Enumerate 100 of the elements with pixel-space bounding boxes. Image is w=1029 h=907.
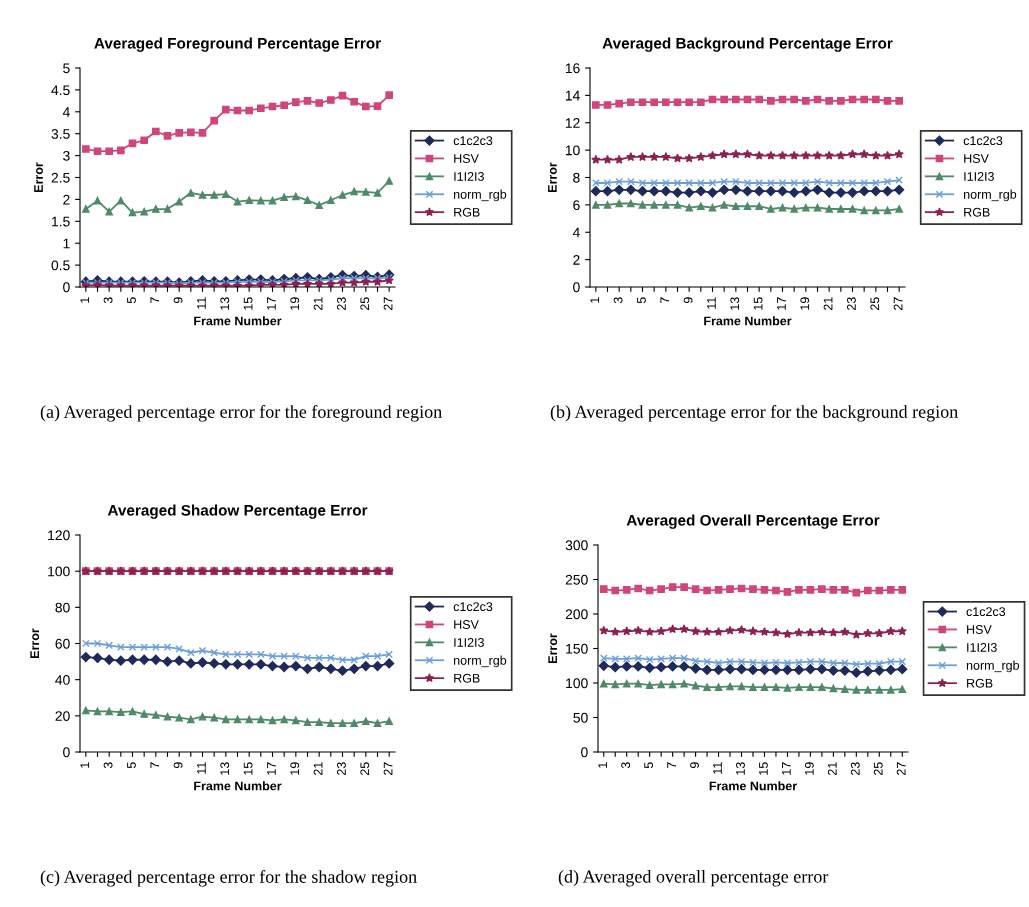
text: (c) Averaged percentage error for the shadow region	[40, 870, 417, 887]
x-tick-label: 27	[383, 762, 393, 775]
y-tick-label: 2.5	[51, 172, 70, 183]
y-tick-label: 4	[62, 107, 70, 117]
x-tick-label: 21	[827, 762, 837, 775]
y-tick-label: 120	[48, 530, 70, 541]
x-tick-label: 5	[644, 762, 654, 769]
y-tick-label: 2	[573, 254, 580, 265]
x-tick-label: 13	[220, 297, 230, 310]
x-tick-label: 19	[804, 762, 814, 775]
y-tick-label: 40	[55, 675, 70, 685]
y-tick-label: 1	[63, 238, 70, 249]
x-tick-label: 7	[150, 762, 160, 769]
x-tick-label: 1	[80, 297, 90, 303]
y-tick-label: 100	[48, 566, 70, 577]
x-tick-label: 15	[759, 762, 768, 775]
y-tick-label: 10	[565, 145, 580, 156]
legend-label: c1c2c3	[453, 602, 493, 612]
x-axis-title: Frame Number	[704, 316, 792, 326]
y-tick-label: 0	[63, 747, 70, 758]
x-tick-label: 5	[637, 297, 646, 304]
y-tick-label: 200	[565, 609, 588, 620]
x-tick-label: 17	[267, 762, 276, 775]
x-tick-label: 21	[313, 762, 323, 775]
x-tick-label: 23	[337, 762, 346, 775]
x-tick-label: 25	[360, 297, 370, 310]
y-tick-label: 3.5	[51, 129, 70, 139]
x-axis-title: Frame Number	[194, 781, 282, 791]
legend-label: norm_rgb	[964, 189, 1017, 202]
y-tick-label: 4.5	[51, 85, 70, 96]
legend-label: HSV	[967, 625, 992, 634]
x-tick-label: 3	[103, 297, 113, 304]
legend-label: c1c2c3	[966, 607, 1006, 617]
x-axis-title: Frame Number	[709, 781, 797, 791]
y-tick-label: 0.5	[51, 260, 70, 271]
y-tick-label: 5	[63, 63, 70, 74]
x-tick-label: 17	[782, 762, 791, 775]
y-tick-label: 3	[63, 150, 70, 161]
x-tick-label: 15	[753, 297, 763, 310]
text: (a) Averaged percentage error for the foreground region	[40, 405, 442, 422]
x-tick-label: 17	[267, 297, 276, 310]
x-tick-label: 1	[590, 297, 600, 303]
y-tick-label: 0	[581, 747, 588, 758]
legend-label: I1I2I3	[967, 643, 997, 652]
legend-label: norm_rgb	[454, 189, 507, 202]
chart-title: Averaged Overall Percentage Error	[626, 514, 880, 529]
x-tick-label: 27	[383, 297, 393, 310]
legend-label: HSV	[454, 154, 479, 163]
y-axis-title: Error	[548, 633, 558, 663]
y-tick-label: 60	[55, 638, 70, 649]
x-axis-title: Frame Number	[194, 316, 282, 326]
x-tick-label: 19	[290, 297, 300, 310]
legend-label: norm_rgb	[966, 660, 1020, 673]
x-tick-label: 13	[736, 762, 745, 775]
x-tick-label: 7	[660, 297, 670, 304]
x-tick-label: 25	[870, 297, 880, 310]
legend-label: RGB	[964, 207, 990, 217]
y-tick-label: 16	[565, 63, 580, 74]
y-tick-label: 4	[572, 227, 580, 238]
y-axis-title: Error	[30, 628, 40, 658]
x-tick-label: 5	[127, 297, 136, 304]
x-tick-label: 19	[290, 762, 300, 775]
x-tick-label: 23	[850, 762, 860, 775]
x-tick-label: 1	[598, 762, 607, 768]
x-tick-label: 9	[173, 297, 183, 304]
y-tick-label: 6	[573, 200, 580, 211]
x-tick-label: 23	[337, 297, 346, 310]
x-tick-label: 9	[683, 297, 693, 304]
legend-label: I1I2I3	[964, 172, 994, 181]
x-tick-label: 13	[220, 762, 230, 775]
y-tick-label: 14	[565, 90, 580, 101]
chart-title: Averaged Shadow Percentage Error	[107, 504, 368, 519]
x-tick-label: 7	[150, 297, 160, 304]
x-tick-label: 23	[847, 297, 856, 310]
y-axis-title: Error	[548, 162, 557, 192]
x-tick-label: 27	[893, 297, 903, 310]
x-tick-label: 9	[690, 762, 699, 769]
x-tick-label: 13	[730, 297, 740, 310]
x-tick-label: 11	[707, 297, 716, 309]
x-tick-label: 1	[80, 762, 90, 768]
legend-label: RGB	[967, 678, 993, 688]
y-tick-label: 300	[565, 540, 588, 551]
x-tick-label: 11	[197, 762, 206, 774]
legend-label: I1I2I3	[454, 638, 484, 647]
x-tick-label: 21	[313, 297, 323, 310]
y-tick-label: 20	[55, 711, 70, 721]
x-tick-label: 3	[613, 297, 623, 304]
y-tick-label: 1.5	[52, 216, 70, 227]
y-tick-label: 0	[573, 282, 580, 293]
legend-label: c1c2c3	[963, 136, 1003, 146]
y-tick-label: 150	[566, 643, 588, 654]
x-tick-label: 11	[197, 297, 206, 309]
x-tick-label: 11	[713, 762, 722, 774]
legend-label: RGB	[454, 207, 480, 217]
legend-label: I1I2I3	[454, 172, 484, 181]
x-tick-label: 21	[823, 297, 833, 310]
x-tick-label: 7	[667, 762, 676, 769]
legend-label: norm_rgb	[454, 655, 507, 668]
y-tick-label: 100	[566, 678, 588, 689]
text: (d) Averaged overall percentage error	[558, 870, 829, 887]
